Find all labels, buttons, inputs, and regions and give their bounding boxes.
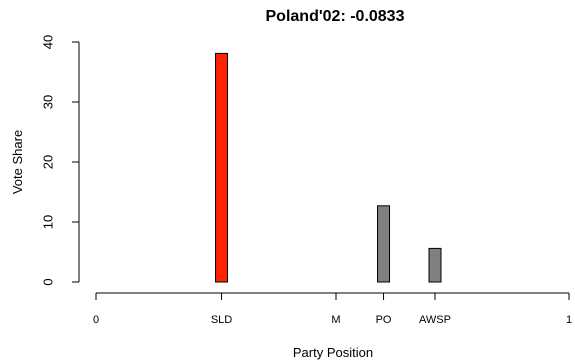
y-tick-label: 0 xyxy=(41,278,56,285)
bars-group xyxy=(215,52,442,283)
x-tick-label: M xyxy=(331,314,340,326)
y-axis: 0 10 20 30 40 xyxy=(41,35,80,286)
bar-po xyxy=(377,205,391,283)
bar-awsp xyxy=(428,247,442,283)
y-tick-label: 10 xyxy=(41,215,56,229)
chart-title: Poland'02: -0.0833 xyxy=(266,8,405,25)
y-axis-label: Vote Share xyxy=(10,130,25,194)
x-axis-label: Party Position xyxy=(293,345,373,360)
x-tick-label: AWSP xyxy=(419,314,451,326)
y-tick-label: 40 xyxy=(41,35,56,49)
x-tick-label: PO xyxy=(376,314,392,326)
x-tick-label: 0 xyxy=(93,314,99,326)
x-tick-label: 1 xyxy=(566,314,572,326)
x-tick-label: SLD xyxy=(211,314,232,326)
x-axis: 0 SLD M PO AWSP 1 xyxy=(93,292,572,326)
y-tick-label: 30 xyxy=(41,95,56,109)
bar-sld xyxy=(215,52,229,283)
y-tick-label: 20 xyxy=(41,155,56,169)
